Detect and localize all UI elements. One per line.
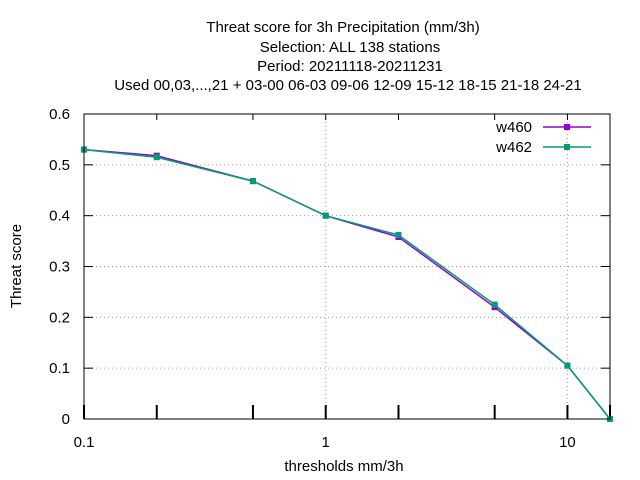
y-tick-label: 0.4: [49, 208, 70, 225]
legend-marker: [564, 124, 570, 130]
data-point: [249, 178, 256, 185]
x-tick-label: 1: [322, 434, 330, 451]
series-layer: [81, 146, 613, 422]
data-point: [395, 231, 402, 238]
grid-lines: [84, 114, 610, 419]
y-tick-label: 0.2: [49, 309, 70, 326]
legend: w460 w462: [495, 119, 591, 156]
x-tick-label: 10: [559, 434, 576, 451]
legend-label: w460: [495, 119, 532, 136]
series-line: [83, 148, 611, 420]
y-axis-label: Threat score: [8, 224, 25, 308]
series-w460: [81, 146, 613, 422]
title-line-2: Selection: ALL 138 stations: [260, 39, 440, 56]
data-point: [491, 301, 498, 308]
plot-frame: [83, 113, 611, 420]
data-point: [322, 212, 329, 219]
series-w462: [81, 146, 613, 422]
title-line-4: Used 00,03,...,21 + 03-00 06-03 09-06 12…: [114, 77, 581, 94]
y-tick-label: 0.5: [49, 157, 70, 174]
y-tick-label: 0.6: [49, 106, 70, 123]
title-line-3: Period: 20211118-20211231: [257, 58, 443, 75]
legend-marker: [564, 144, 570, 150]
data-point: [153, 154, 160, 161]
legend-label: w462: [495, 139, 532, 156]
y-tick-label: 0: [62, 411, 70, 428]
chart-title: Threat score for 3h Precipitation (mm/3h…: [114, 19, 581, 94]
y-tick-label: 0.3: [49, 259, 70, 276]
x-tick-label: 0.1: [74, 434, 95, 451]
x-axis-label: thresholds mm/3h: [284, 458, 403, 475]
data-point: [564, 362, 571, 369]
title-line-1: Threat score for 3h Precipitation (mm/3h…: [206, 19, 479, 36]
y-tick-label: 0.1: [49, 360, 70, 377]
series-line: [83, 148, 611, 420]
axis-ticks: [83, 113, 611, 420]
